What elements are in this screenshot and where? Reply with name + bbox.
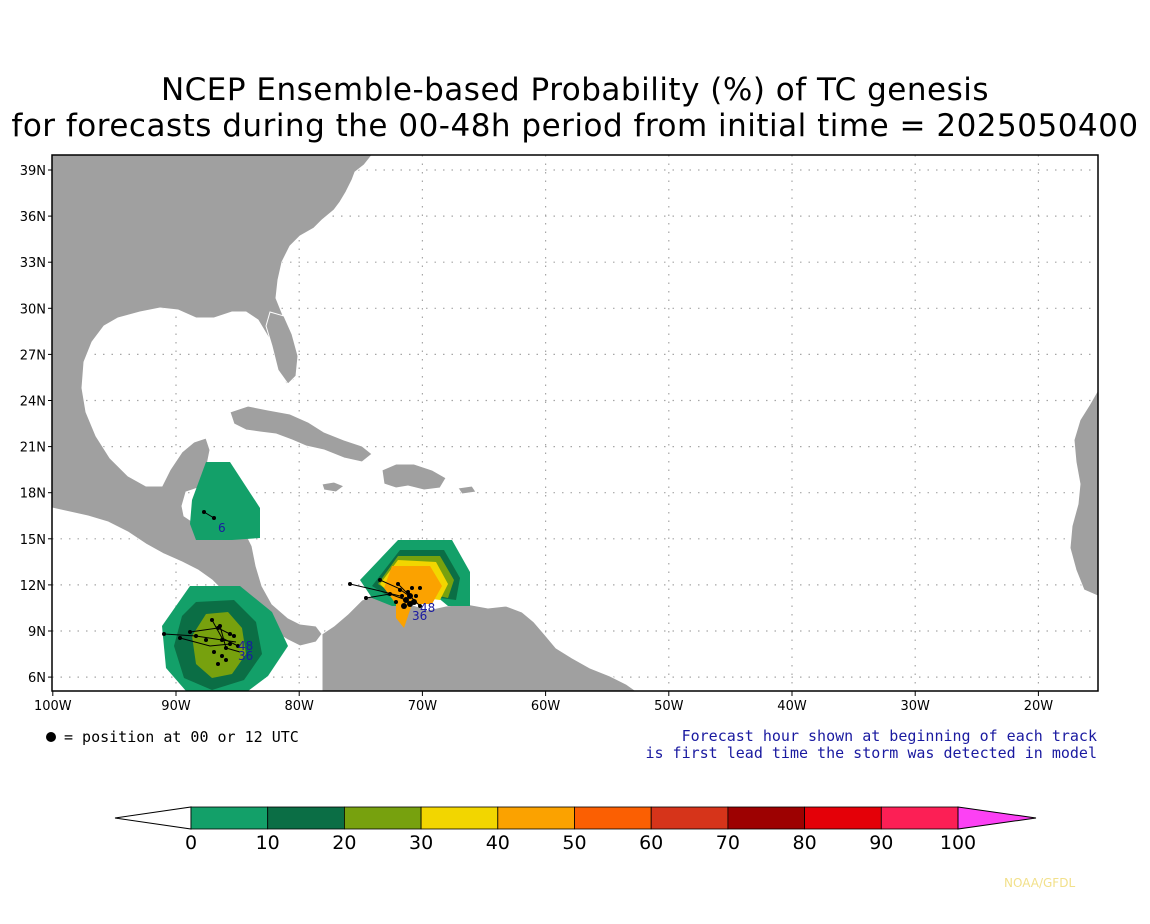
lat-label: 15N bbox=[20, 533, 46, 548]
colorbar-segment bbox=[650, 806, 729, 830]
landmass-africa bbox=[1069, 388, 1098, 597]
colorbar-segment bbox=[267, 806, 345, 830]
map-frame bbox=[51, 154, 1099, 692]
lat-label: 18N bbox=[20, 487, 46, 502]
title-line-1: NCEP Ensemble-based Probability (%) of T… bbox=[160, 72, 990, 108]
lon-label: 80W bbox=[284, 699, 314, 714]
colorbar-arrow-low bbox=[114, 806, 192, 830]
landmass-florida bbox=[265, 311, 299, 385]
lon-label: 70W bbox=[408, 699, 438, 714]
latitude-labels: 39N 36N 33N 30N 27N 24N 21N 18N 15N 12N 9N 6N bbox=[20, 164, 46, 686]
colorbar-segment bbox=[190, 806, 269, 830]
colorbar-segment bbox=[574, 806, 652, 830]
colorbar-label: 20 bbox=[332, 832, 356, 854]
colorbar-label: 90 bbox=[869, 832, 893, 854]
colorbar-label: 40 bbox=[486, 832, 510, 854]
colorbar-label: 0 bbox=[185, 832, 197, 854]
lon-label: 40W bbox=[777, 699, 807, 714]
track-label-caribbean-b: 36 bbox=[412, 609, 427, 623]
lat-label: 24N bbox=[20, 395, 46, 410]
track-dots bbox=[162, 510, 422, 666]
lat-label: 39N bbox=[20, 164, 46, 179]
colorbar-arrow-high bbox=[957, 806, 1037, 830]
longitude-labels: 100W 90W 80W 70W 60W 50W 40W 30W 20W bbox=[34, 699, 1053, 714]
colorbar-label: 50 bbox=[562, 832, 586, 854]
credit-text: NOAA/GFDL bbox=[1004, 876, 1076, 890]
lon-label: 100W bbox=[34, 699, 72, 714]
landmass-hispaniola bbox=[381, 463, 447, 491]
lon-label: 60W bbox=[531, 699, 561, 714]
colorbar-label: 60 bbox=[639, 832, 663, 854]
lat-label: 33N bbox=[20, 256, 46, 271]
lat-label: 30N bbox=[20, 302, 46, 317]
track-label-honduras: 6 bbox=[218, 521, 226, 535]
lon-label: 50W bbox=[654, 699, 684, 714]
forecast-hour-note-line-2: is first lead time the storm was detecte… bbox=[645, 744, 1097, 762]
lat-label: 27N bbox=[20, 348, 46, 363]
colorbar-label: 70 bbox=[716, 832, 740, 854]
prob-contour-caribbean-50 bbox=[384, 566, 442, 628]
landmass-puerto-rico bbox=[457, 485, 477, 495]
forecast-hour-note-line-1: Forecast hour shown at beginning of each… bbox=[681, 727, 1097, 745]
track-label-pacific-b: 48 bbox=[238, 639, 253, 653]
lat-label: 9N bbox=[28, 625, 46, 640]
colorbar-segment bbox=[343, 806, 422, 830]
lat-label: 36N bbox=[20, 210, 46, 225]
colorbar-label: 10 bbox=[256, 832, 280, 854]
position-marker-icon bbox=[46, 732, 56, 742]
landmass-jamaica bbox=[321, 481, 346, 493]
lon-label: 20W bbox=[1024, 699, 1054, 714]
title-line-2: for forecasts during the 00-48h period f… bbox=[11, 108, 1139, 144]
lat-label: 12N bbox=[20, 579, 46, 594]
colorbar-label: 30 bbox=[409, 832, 433, 854]
position-note: = position at 00 or 12 UTC bbox=[64, 728, 299, 746]
track-label-pacific: 36 bbox=[238, 649, 253, 663]
colorbar-segment bbox=[804, 806, 882, 830]
colorbar-label: 100 bbox=[940, 832, 976, 854]
track-label-caribbean: 48 bbox=[420, 601, 435, 615]
lat-label: 21N bbox=[20, 441, 46, 456]
colorbar-label: 80 bbox=[793, 832, 817, 854]
prob-contour-honduras-10 bbox=[190, 462, 260, 540]
colorbar-segment bbox=[497, 806, 575, 830]
colorbar-segment bbox=[420, 806, 499, 830]
axis-ticks bbox=[48, 169, 1039, 696]
lat-label: 6N bbox=[28, 671, 46, 686]
lon-label: 90W bbox=[161, 699, 191, 714]
lon-label: 30W bbox=[900, 699, 930, 714]
colorbar-segment bbox=[727, 806, 806, 830]
colorbar: 0 10 20 30 40 50 60 70 80 90 100 bbox=[114, 806, 1037, 854]
colorbar-segment bbox=[880, 806, 959, 830]
landmass-cuba bbox=[229, 405, 373, 463]
